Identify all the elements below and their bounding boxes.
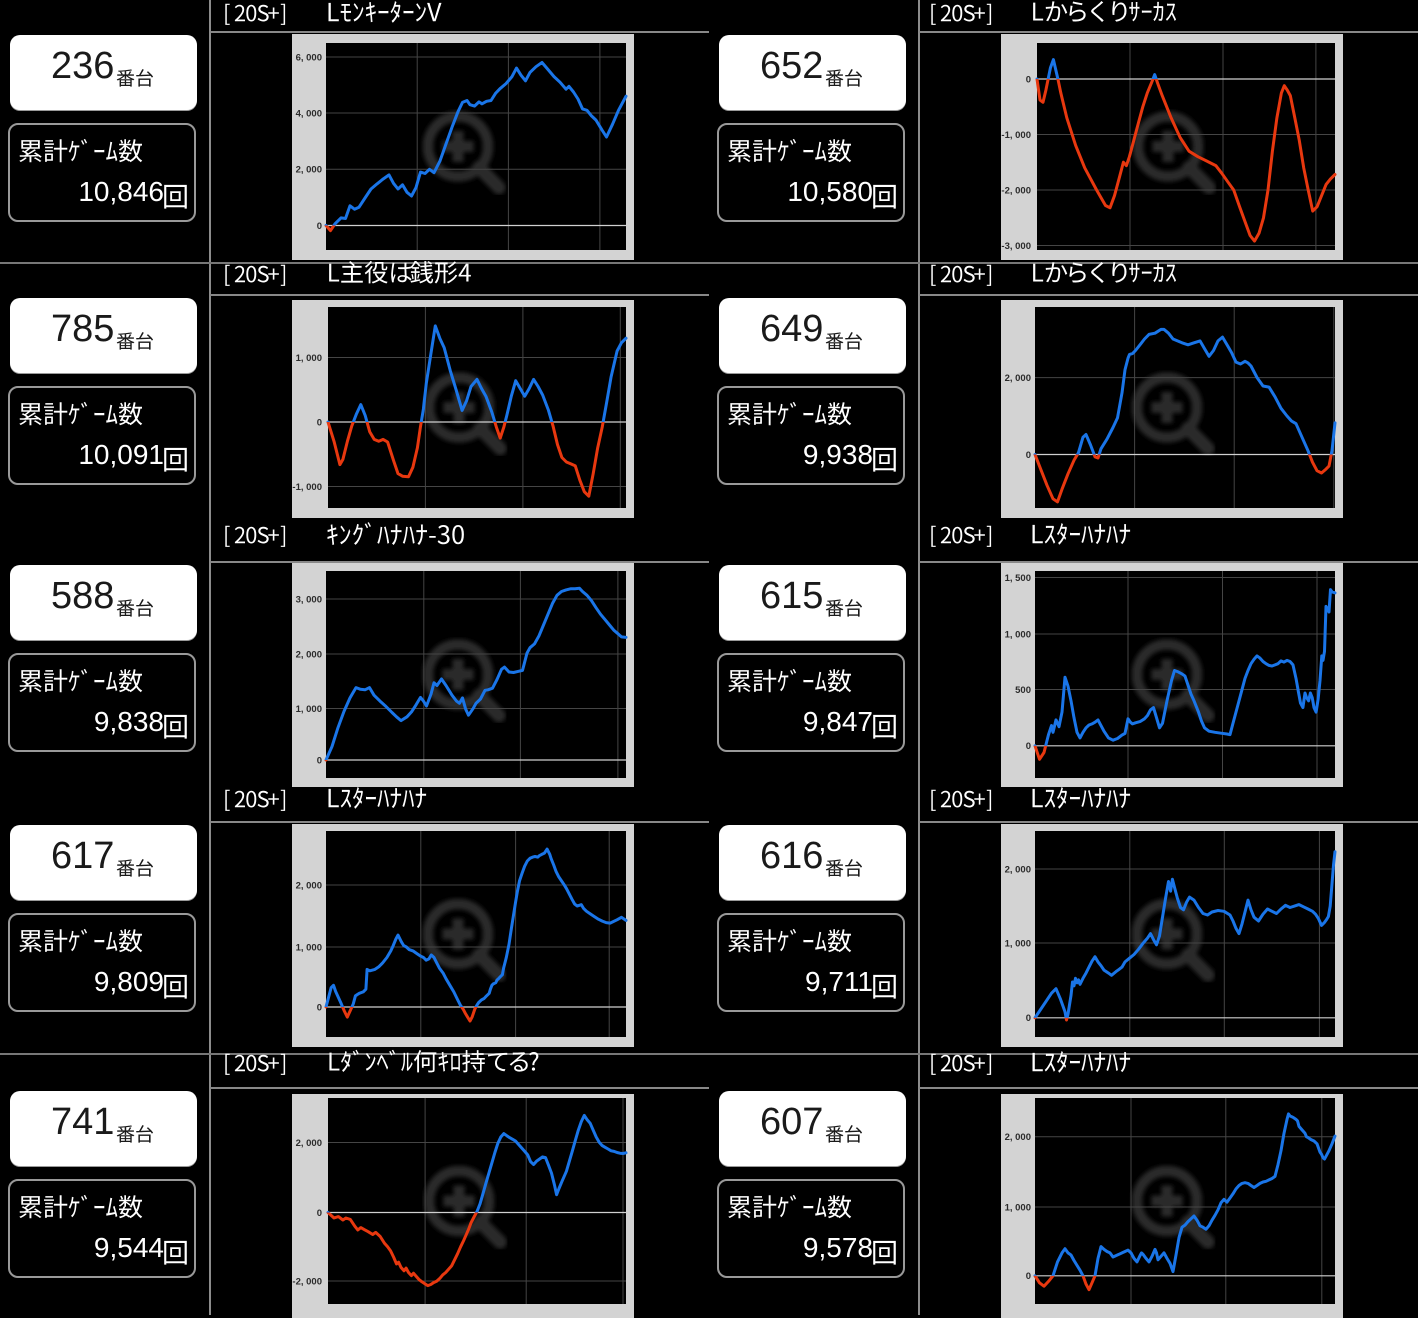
svg-text:0: 0 xyxy=(1026,450,1031,461)
svg-text:2, 000: 2, 000 xyxy=(296,649,322,660)
svg-text:2, 000: 2, 000 xyxy=(296,880,322,891)
svg-text:-1, 000: -1, 000 xyxy=(1001,130,1031,141)
svg-text:0: 0 xyxy=(317,1208,322,1219)
svg-text:500: 500 xyxy=(1015,685,1031,696)
svg-text:0: 0 xyxy=(317,221,322,232)
svg-text:0: 0 xyxy=(317,755,322,766)
svg-text:1, 000: 1, 000 xyxy=(1005,1202,1031,1213)
svg-text:4, 000: 4, 000 xyxy=(296,108,322,119)
svg-text:2, 000: 2, 000 xyxy=(296,165,322,176)
svg-text:0: 0 xyxy=(1026,1271,1031,1282)
svg-text:1, 000: 1, 000 xyxy=(1005,629,1031,640)
svg-text:2, 000: 2, 000 xyxy=(1005,373,1031,384)
svg-text:1, 000: 1, 000 xyxy=(1005,938,1031,949)
svg-text:1, 000: 1, 000 xyxy=(296,704,322,715)
svg-text:-2, 000: -2, 000 xyxy=(1001,185,1031,196)
svg-text:0: 0 xyxy=(1026,1013,1031,1024)
svg-text:3, 000: 3, 000 xyxy=(296,594,322,605)
svg-text:2, 000: 2, 000 xyxy=(1005,864,1031,875)
svg-text:6, 000: 6, 000 xyxy=(296,52,322,63)
svg-text:2, 000: 2, 000 xyxy=(296,1138,322,1149)
svg-text:0: 0 xyxy=(1026,741,1031,752)
svg-text:0: 0 xyxy=(317,417,322,428)
svg-text:-1, 000: -1, 000 xyxy=(292,482,322,493)
svg-text:1, 000: 1, 000 xyxy=(296,353,322,364)
svg-text:0: 0 xyxy=(317,1002,322,1013)
svg-text:1, 000: 1, 000 xyxy=(296,942,322,953)
svg-text:0: 0 xyxy=(1026,74,1031,85)
svg-text:2, 000: 2, 000 xyxy=(1005,1132,1031,1143)
svg-text:-2, 000: -2, 000 xyxy=(292,1276,322,1287)
svg-text:-3, 000: -3, 000 xyxy=(1001,241,1031,252)
svg-text:1, 500: 1, 500 xyxy=(1005,573,1031,584)
